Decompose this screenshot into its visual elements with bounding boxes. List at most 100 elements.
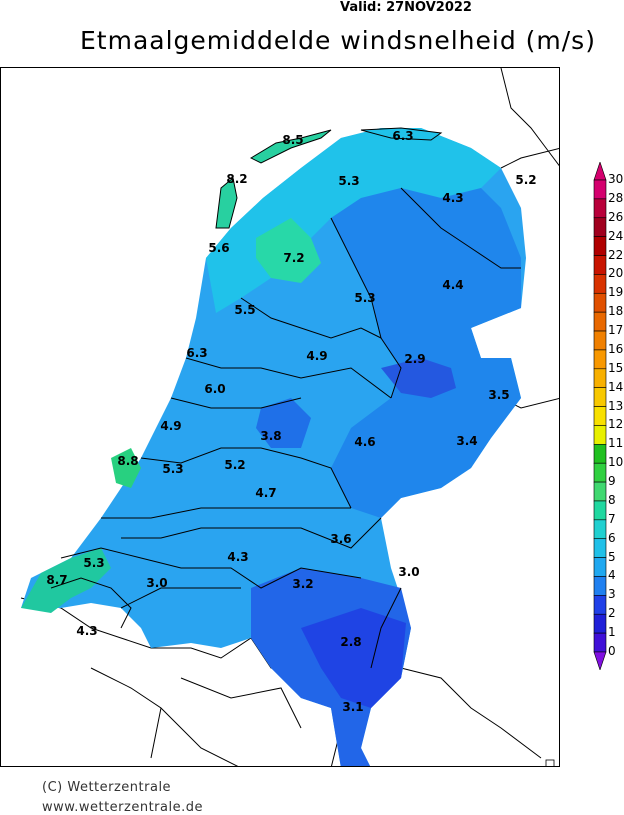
value-label: 3.1 (342, 700, 363, 714)
value-label: 3.6 (330, 532, 351, 546)
value-label: 3.0 (398, 565, 419, 579)
colorbar-tick-label: 19 (608, 285, 624, 300)
colorbar-band (593, 349, 607, 370)
colorbar-band (593, 330, 607, 351)
colorbar-tick-label: 18 (608, 304, 624, 319)
colorbar-band (593, 311, 607, 332)
colorbar-band (593, 632, 607, 653)
coast-high-wind (111, 448, 141, 488)
value-label: 3.8 (260, 429, 281, 443)
colorbar-band (593, 368, 607, 388)
value-label: 6.3 (392, 129, 413, 143)
value-label: 8.5 (282, 133, 303, 147)
colorbar-band (593, 406, 607, 426)
colorbar-tick-label: 12 (608, 417, 624, 432)
colorbar-band (593, 179, 607, 200)
value-label: 5.2 (224, 458, 245, 472)
valid-date: Valid: 27NOV2022 (340, 0, 472, 15)
colorbar-tick-label: 14 (608, 379, 624, 394)
colorbar-tick-label: 30 (608, 172, 624, 186)
value-label: 5.3 (162, 462, 183, 476)
colorbar-band (593, 538, 607, 558)
value-label: 5.6 (208, 241, 229, 255)
colorbar-band (593, 198, 607, 219)
value-label: 4.3 (76, 624, 97, 638)
colorbar-band (593, 500, 607, 521)
colorbar-tick-label: 15 (608, 360, 624, 375)
colorbar-tick-label: 1 (608, 625, 616, 640)
value-label: 4.7 (255, 486, 276, 500)
colorbar-band (593, 217, 607, 237)
ameland-schiermonnikoog-islands (360, 127, 443, 141)
value-label: 5.3 (83, 556, 104, 570)
colorbar-band (593, 613, 607, 634)
vlieland-terschelling-islands (249, 129, 332, 164)
colorbar-tick-label: 2 (608, 606, 616, 621)
colorbar-bottom-arrow (593, 651, 607, 670)
colorbar-tick-label: 28 (608, 190, 624, 205)
germany-coastline (500, 68, 559, 167)
corner-marker (545, 759, 555, 766)
value-label: 6.0 (204, 382, 225, 396)
colorbar-band (593, 274, 607, 294)
value-label: 5.5 (234, 303, 255, 317)
value-label: 3.5 (488, 388, 509, 402)
colorbar-tick-label: 8 (608, 492, 616, 507)
value-label: 6.3 (186, 346, 207, 360)
colorbar-band (593, 444, 607, 464)
value-label: 5.3 (338, 174, 359, 188)
value-label: 2.9 (404, 352, 425, 366)
texel-island (215, 177, 238, 229)
colorbar-tick-label: 16 (608, 341, 624, 356)
copyright-text: (C) Wetterzentrale (42, 780, 172, 795)
germany-border-south (400, 667, 542, 759)
value-label: 4.4 (442, 278, 463, 292)
colorbar-tick-label: 17 (608, 323, 624, 338)
low-wind-core-east (381, 358, 456, 398)
colorbar-tick-label: 3 (608, 587, 616, 602)
colorbar-band (593, 292, 607, 313)
utrecht-low-wind (256, 398, 311, 448)
colorbar-tick-label: 4 (608, 568, 616, 583)
map-panel: 8.5 6.3 8.2 5.3 5.2 4.3 5.6 7.2 4.4 5.3 … (0, 67, 560, 767)
colorbar-tick-label: 7 (608, 511, 616, 526)
wind-speed-map: 8.5 6.3 8.2 5.3 5.2 4.3 5.6 7.2 4.4 5.3 … (1, 68, 559, 766)
value-label: 4.9 (160, 419, 181, 433)
colorbar-top-arrow (593, 162, 607, 181)
colorbar-band (593, 462, 607, 483)
colorbar-tick-label: 22 (608, 247, 624, 262)
website-text: www.wetterzentrale.de (42, 800, 203, 815)
colorbar (593, 162, 607, 670)
colorbar-band (593, 387, 607, 407)
colorbar-tick-label: 13 (608, 398, 624, 413)
colorbar-band (593, 255, 607, 275)
colorbar-band (593, 595, 607, 615)
value-label: 5.2 (515, 173, 536, 187)
east-blue-zone (331, 188, 521, 518)
value-label: 3.2 (292, 577, 313, 591)
value-label: 5.3 (354, 291, 375, 305)
colorbar-band (593, 425, 607, 445)
colorbar-tick-label: 10 (608, 455, 624, 470)
value-label: 3.4 (456, 434, 477, 448)
colorbar-band (593, 557, 607, 577)
value-label: 4.9 (306, 349, 327, 363)
germany-border-north (500, 147, 559, 169)
colorbar-tick-label: 20 (608, 266, 624, 281)
colorbar-tick-label: 5 (608, 549, 616, 564)
value-label: 8.2 (226, 172, 247, 186)
colorbar-band (593, 481, 607, 502)
value-label: 4.3 (227, 550, 248, 564)
value-label: 7.2 (283, 251, 304, 265)
colorbar-tick-label: 26 (608, 209, 624, 224)
colorbar-tick-label: 9 (608, 474, 616, 489)
colorbar-tick-label: 0 (608, 644, 616, 658)
colorbar-tick-label: 11 (608, 436, 624, 451)
value-label: 8.7 (46, 573, 67, 587)
colorbar-band (593, 236, 607, 256)
map-title: Etmaalgemiddelde windsnelheid (m/s) (80, 26, 596, 55)
colorbar-tick-label: 6 (608, 530, 616, 545)
zeeland-high-wind (21, 548, 111, 613)
value-label: 4.3 (442, 191, 463, 205)
value-label: 3.0 (146, 576, 167, 590)
